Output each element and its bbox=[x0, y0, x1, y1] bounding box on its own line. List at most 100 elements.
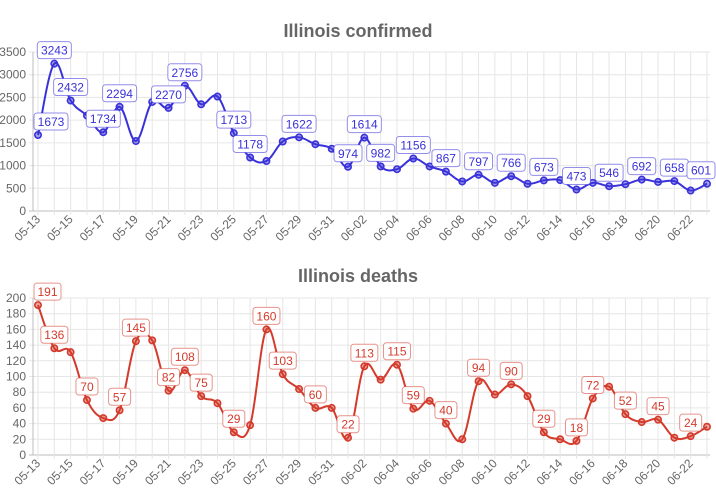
confirmed-data-point[interactable] bbox=[637, 175, 646, 184]
deaths-data-point[interactable] bbox=[360, 362, 369, 371]
deaths-data-label-box bbox=[532, 409, 556, 428]
deaths-data-point[interactable] bbox=[621, 410, 630, 419]
deaths-x-tick-label: 05-15 bbox=[44, 456, 76, 488]
confirmed-data-point[interactable] bbox=[654, 177, 663, 186]
deaths-chart: Illinois deaths 020406080100120140160180… bbox=[6, 266, 711, 488]
deaths-y-tick-label: 80 bbox=[13, 385, 27, 399]
confirmed-data-point[interactable] bbox=[523, 179, 532, 188]
deaths-x-tick-label: 05-17 bbox=[77, 456, 109, 488]
deaths-data-label: 59 bbox=[407, 389, 421, 403]
deaths-data-point[interactable] bbox=[99, 414, 108, 423]
deaths-data-point[interactable] bbox=[523, 392, 532, 401]
confirmed-data-point[interactable] bbox=[278, 137, 287, 146]
deaths-data-point[interactable] bbox=[311, 403, 320, 412]
deaths-data-point[interactable] bbox=[686, 432, 695, 441]
confirmed-data-point[interactable] bbox=[66, 96, 75, 105]
confirmed-data-point[interactable] bbox=[262, 157, 271, 166]
deaths-data-point[interactable] bbox=[490, 390, 499, 399]
deaths-data-point[interactable] bbox=[654, 415, 663, 424]
confirmed-data-label: 867 bbox=[436, 152, 456, 166]
confirmed-data-point[interactable] bbox=[507, 172, 516, 181]
deaths-data-point[interactable] bbox=[588, 394, 597, 403]
confirmed-data-label-box bbox=[366, 143, 396, 162]
deaths-data-point[interactable] bbox=[148, 336, 157, 345]
deaths-data-label-box bbox=[434, 401, 458, 420]
deaths-data-label: 136 bbox=[44, 328, 64, 342]
confirmed-data-point[interactable] bbox=[686, 186, 695, 195]
deaths-data-label-box bbox=[157, 368, 181, 387]
confirmed-data-point[interactable] bbox=[33, 130, 42, 139]
deaths-data-point[interactable] bbox=[327, 403, 336, 412]
deaths-data-point[interactable] bbox=[262, 325, 271, 334]
confirmed-data-label: 1156 bbox=[400, 138, 426, 152]
deaths-data-point[interactable] bbox=[278, 370, 287, 379]
deaths-data-point[interactable] bbox=[180, 366, 189, 375]
deaths-data-point[interactable] bbox=[295, 385, 304, 394]
deaths-data-point[interactable] bbox=[507, 380, 516, 389]
deaths-data-point[interactable] bbox=[376, 375, 385, 384]
deaths-data-label-box bbox=[646, 397, 670, 416]
confirmed-data-point[interactable] bbox=[131, 137, 140, 146]
deaths-data-point[interactable] bbox=[164, 386, 173, 395]
deaths-data-point[interactable] bbox=[197, 392, 206, 401]
confirmed-data-label-box bbox=[464, 152, 494, 171]
confirmed-data-label: 974 bbox=[338, 147, 358, 161]
deaths-data-point[interactable] bbox=[213, 399, 222, 408]
deaths-data-point[interactable] bbox=[474, 377, 483, 386]
confirmed-data-point[interactable] bbox=[605, 182, 614, 191]
deaths-data-label: 18 bbox=[570, 421, 584, 435]
deaths-data-point[interactable] bbox=[246, 421, 255, 430]
deaths-data-point[interactable] bbox=[50, 344, 59, 353]
deaths-data-label-box bbox=[170, 347, 199, 366]
deaths-data-point[interactable] bbox=[33, 301, 42, 310]
confirmed-data-point[interactable] bbox=[50, 59, 59, 68]
confirmed-data-point[interactable] bbox=[490, 178, 499, 187]
confirmed-data-point[interactable] bbox=[474, 170, 483, 179]
confirmed-data-point[interactable] bbox=[539, 176, 548, 185]
confirmed-data-point[interactable] bbox=[441, 167, 450, 176]
deaths-data-point[interactable] bbox=[539, 428, 548, 437]
confirmed-y-tick-label: 2500 bbox=[0, 90, 26, 104]
confirmed-data-point[interactable] bbox=[376, 162, 385, 171]
confirmed-data-point[interactable] bbox=[164, 103, 173, 112]
deaths-data-point[interactable] bbox=[131, 337, 140, 346]
confirmed-data-label-box bbox=[36, 41, 72, 60]
deaths-data-point[interactable] bbox=[115, 406, 124, 415]
confirmed-data-point[interactable] bbox=[702, 179, 711, 188]
deaths-data-point[interactable] bbox=[670, 433, 679, 442]
deaths-data-point[interactable] bbox=[229, 428, 238, 437]
confirmed-data-point[interactable] bbox=[115, 102, 124, 111]
confirmed-data-point[interactable] bbox=[99, 128, 108, 137]
confirmed-x-tick-label: 05-13 bbox=[12, 212, 44, 244]
confirmed-data-point[interactable] bbox=[392, 165, 401, 174]
deaths-data-label-box bbox=[581, 375, 605, 394]
confirmed-data-point[interactable] bbox=[213, 92, 222, 101]
deaths-data-point[interactable] bbox=[572, 436, 581, 445]
deaths-data-point[interactable] bbox=[605, 382, 614, 391]
deaths-data-point[interactable] bbox=[392, 360, 401, 369]
deaths-data-point[interactable] bbox=[82, 396, 91, 405]
deaths-data-point[interactable] bbox=[66, 348, 75, 357]
deaths-data-point[interactable] bbox=[425, 396, 434, 405]
confirmed-data-point[interactable] bbox=[295, 133, 304, 142]
confirmed-data-point[interactable] bbox=[409, 154, 418, 163]
confirmed-data-point[interactable] bbox=[572, 185, 581, 194]
confirmed-data-point[interactable] bbox=[360, 133, 369, 142]
deaths-data-point[interactable] bbox=[409, 404, 418, 413]
deaths-data-point[interactable] bbox=[344, 433, 353, 442]
confirmed-x-tick-label: 06-06 bbox=[403, 212, 435, 244]
deaths-data-point[interactable] bbox=[556, 435, 565, 444]
confirmed-data-point[interactable] bbox=[621, 180, 630, 189]
confirmed-data-point[interactable] bbox=[458, 177, 467, 186]
confirmed-data-point[interactable] bbox=[197, 100, 206, 109]
confirmed-data-point[interactable] bbox=[246, 153, 255, 162]
deaths-data-point[interactable] bbox=[441, 419, 450, 428]
deaths-data-point[interactable] bbox=[458, 435, 467, 444]
deaths-data-label-box bbox=[75, 377, 99, 396]
deaths-data-point[interactable] bbox=[637, 418, 646, 427]
confirmed-data-point[interactable] bbox=[311, 140, 320, 149]
deaths-data-point[interactable] bbox=[702, 422, 711, 431]
confirmed-data-point[interactable] bbox=[344, 162, 353, 171]
confirmed-data-point[interactable] bbox=[670, 177, 679, 186]
confirmed-x-tick-label: 05-21 bbox=[142, 212, 174, 244]
